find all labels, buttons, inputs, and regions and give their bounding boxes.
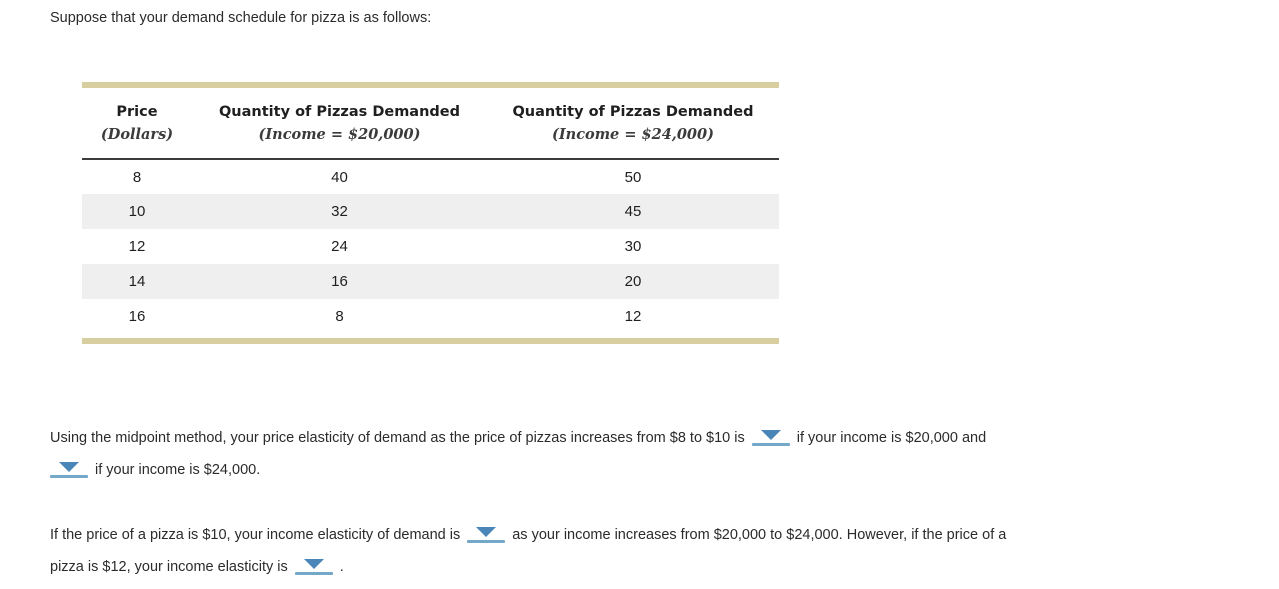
table-row: 10 32 45: [82, 194, 779, 229]
price-cell: 10: [128, 203, 146, 220]
income-elasticity-price-12-dropdown[interactable]: [294, 559, 333, 575]
table-top-accent-bar: [82, 82, 779, 88]
dropdown-arrow-icon: [476, 527, 497, 537]
column-title: Quantity of Pizzas Demanded: [218, 104, 461, 120]
qty-income-20000-cell: 32: [331, 203, 348, 220]
table-header: Price (Dollars) Quantity of Pizzas Deman…: [82, 88, 779, 160]
price-cell: 8: [132, 168, 142, 186]
price-cell: 12: [128, 238, 146, 255]
table-row: 12 24 30: [82, 229, 779, 264]
price-cell: 14: [128, 273, 146, 290]
column-subtitle: (Income = $24,000): [552, 126, 714, 143]
demand-table: Price (Dollars) Quantity of Pizzas Deman…: [82, 88, 779, 334]
question-text: .: [339, 559, 344, 575]
table-row: 16 8 12: [82, 299, 779, 334]
table-bottom-accent-bar: [82, 338, 779, 344]
column-header-quantity-income-24000: Quantity of Pizzas Demanded (Income = $2…: [487, 88, 779, 160]
question-text: as your income increases from $20,000 to…: [512, 527, 1007, 543]
dropdown-arrow-icon: [303, 559, 324, 569]
question-line: Using the midpoint method, your price el…: [50, 422, 1265, 454]
question-line: if your income is $24,000.: [50, 454, 1265, 486]
dropdown-underline: [294, 572, 333, 575]
qty-income-20000-cell: 40: [331, 168, 348, 186]
table-row: 14 16 20: [82, 264, 779, 299]
question-text: If the price of a pizza is $10, your inc…: [50, 527, 461, 543]
intro-text: Suppose that your demand schedule for pi…: [50, 10, 432, 26]
qty-income-20000-cell: 24: [331, 238, 348, 255]
column-subtitle: (Dollars): [100, 126, 174, 143]
price-elasticity-income-24000-dropdown[interactable]: [50, 462, 88, 478]
question-text: Using the midpoint method, your price el…: [50, 430, 745, 446]
column-header-quantity-income-20000: Quantity of Pizzas Demanded (Income = $2…: [192, 88, 487, 160]
qty-income-24000-cell: 12: [624, 308, 642, 325]
dropdown-underline: [50, 475, 88, 478]
dropdown-arrow-icon: [760, 430, 781, 440]
column-title: Quantity of Pizzas Demanded: [512, 104, 754, 120]
table-body: 8 40 50 10 32 45 12 24 30 14 16 20: [82, 159, 779, 334]
qty-income-20000-cell: 16: [331, 273, 348, 290]
question-text: if your income is $24,000.: [95, 462, 261, 478]
dropdown-underline: [467, 540, 506, 543]
table-row: 8 40 50: [82, 159, 779, 194]
qty-income-20000-cell: 8: [335, 308, 344, 325]
qty-income-24000-cell: 30: [624, 238, 642, 255]
column-subtitle: (Income = $20,000): [258, 126, 421, 143]
question-line: pizza is $12, your income elasticity is.: [50, 551, 1265, 583]
question-line: If the price of a pizza is $10, your inc…: [50, 519, 1265, 551]
question-text: pizza is $12, your income elasticity is: [50, 559, 288, 575]
price-cell: 16: [128, 308, 146, 325]
price-elasticity-income-20000-dropdown[interactable]: [751, 430, 790, 446]
qty-income-24000-cell: 45: [624, 203, 642, 220]
column-title: Price: [116, 104, 158, 120]
qty-income-24000-cell: 20: [624, 273, 642, 290]
column-header-price: Price (Dollars): [82, 88, 192, 160]
question-text: if your income is $20,000 and: [796, 430, 987, 446]
question-income-elasticity: If the price of a pizza is $10, your inc…: [50, 519, 1265, 583]
income-elasticity-price-10-dropdown[interactable]: [467, 527, 506, 543]
qty-income-24000-cell: 50: [624, 168, 642, 186]
dropdown-underline: [751, 443, 790, 446]
question-price-elasticity: Using the midpoint method, your price el…: [50, 422, 1265, 486]
demand-schedule-table: Price (Dollars) Quantity of Pizzas Deman…: [82, 82, 779, 344]
dropdown-arrow-icon: [59, 462, 79, 472]
